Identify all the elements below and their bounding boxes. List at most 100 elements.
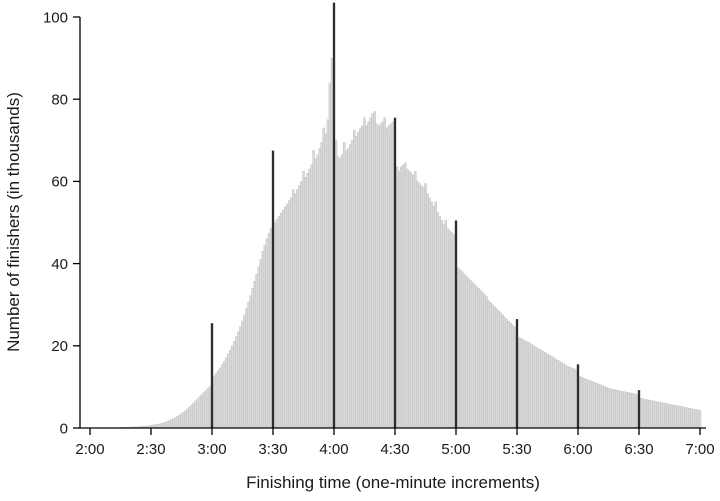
histogram-bar [359, 127, 362, 429]
histogram-bar [532, 345, 535, 429]
histogram-bar [558, 361, 561, 429]
histogram-bar [237, 331, 240, 429]
histogram-bar [434, 201, 437, 429]
histogram-bar [231, 345, 234, 429]
histogram-bar [530, 343, 533, 429]
histogram-bar [277, 216, 281, 429]
histogram-bar [279, 212, 283, 429]
histogram-bar [674, 405, 677, 429]
histogram-bar [357, 131, 360, 429]
histogram-bar [304, 177, 307, 429]
histogram-bar [399, 166, 403, 429]
histogram-bar [611, 389, 614, 429]
round-time-highlight-bar [271, 150, 275, 428]
histogram-bar [487, 300, 490, 429]
histogram-bar [176, 416, 179, 429]
round-time-highlight-bar [332, 2, 336, 429]
histogram-bar [603, 386, 606, 429]
histogram-bar [326, 119, 330, 429]
histogram-bar [168, 420, 171, 429]
histogram-bar [493, 306, 496, 429]
histogram-bar [283, 206, 287, 429]
histogram-bar [381, 121, 385, 429]
histogram-bar [507, 320, 511, 429]
y-tick-label: 20 [51, 338, 68, 355]
histogram-bar [658, 401, 661, 429]
histogram-bar [448, 230, 452, 429]
histogram-bar [680, 406, 683, 429]
histogram-bar [259, 259, 263, 429]
histogram-bar [696, 409, 700, 429]
histogram-bar [460, 271, 464, 429]
histogram-bar [540, 350, 543, 429]
x-tick-label: 5:00 [441, 441, 470, 458]
histogram-bar [395, 166, 399, 429]
histogram-bar [281, 209, 285, 429]
histogram-bar [312, 150, 315, 429]
histogram-bar [166, 421, 169, 429]
histogram-bar [625, 392, 629, 429]
histogram-bar [647, 399, 651, 429]
histogram-bar [544, 352, 547, 429]
histogram-bar [458, 269, 462, 429]
histogram-bar [430, 201, 433, 429]
histogram-bar [501, 314, 504, 429]
histogram-bar [229, 349, 232, 429]
histogram-bar [257, 266, 260, 429]
y-tick-label: 40 [51, 256, 68, 273]
histogram-bar [582, 378, 586, 429]
histogram-bar [288, 200, 291, 429]
round-time-highlight-bar [576, 364, 580, 428]
histogram-bar [351, 140, 354, 429]
x-tick-label: 3:00 [197, 441, 226, 458]
histogram-bar [306, 172, 309, 429]
histogram-bar [344, 150, 348, 429]
histogram-bar [428, 197, 431, 429]
histogram-bar [349, 144, 352, 429]
histogram-bar [548, 355, 551, 429]
histogram-bar [324, 133, 328, 429]
y-tick-label: 60 [51, 174, 68, 191]
histogram-bar [471, 281, 474, 429]
histogram-bar [499, 312, 502, 429]
histogram-bar [208, 386, 212, 429]
histogram-bar [170, 419, 173, 429]
histogram-bar [255, 274, 258, 429]
histogram-bar [456, 267, 460, 429]
histogram-bar [178, 415, 181, 429]
y-axis-title: Number of finishers (in thousands) [4, 92, 23, 352]
histogram-bar [269, 228, 273, 429]
histogram-bar [397, 170, 401, 429]
histogram-bar [631, 393, 635, 429]
histogram-bar [347, 148, 350, 429]
histogram-bar [318, 148, 321, 429]
histogram-bar [320, 142, 324, 429]
histogram-bar [617, 390, 620, 429]
histogram-bar [664, 403, 667, 429]
histogram-bar [662, 402, 665, 429]
histogram-bar [192, 402, 195, 429]
histogram-bar [387, 125, 391, 429]
histogram-bar [235, 336, 238, 429]
histogram-bar [330, 57, 334, 429]
histogram-bar [298, 185, 301, 429]
histogram-bar [511, 325, 515, 429]
histogram-bar [267, 233, 271, 429]
histogram-bar [375, 123, 378, 429]
x-tick-label: 2:30 [136, 441, 165, 458]
histogram-bar [517, 337, 521, 429]
histogram-bar [613, 389, 616, 429]
histogram-bar [292, 189, 295, 429]
histogram-bar [538, 348, 541, 429]
histogram-bar [477, 288, 480, 429]
histogram-bar [473, 283, 476, 429]
histogram-bar [591, 381, 594, 429]
histogram-bar [225, 357, 228, 429]
histogram-bar [227, 353, 230, 429]
histogram-bar [442, 224, 446, 429]
histogram-bar [525, 341, 529, 429]
histogram-bar [698, 410, 702, 429]
histogram-bar [243, 314, 246, 429]
histogram-bar [505, 318, 509, 429]
